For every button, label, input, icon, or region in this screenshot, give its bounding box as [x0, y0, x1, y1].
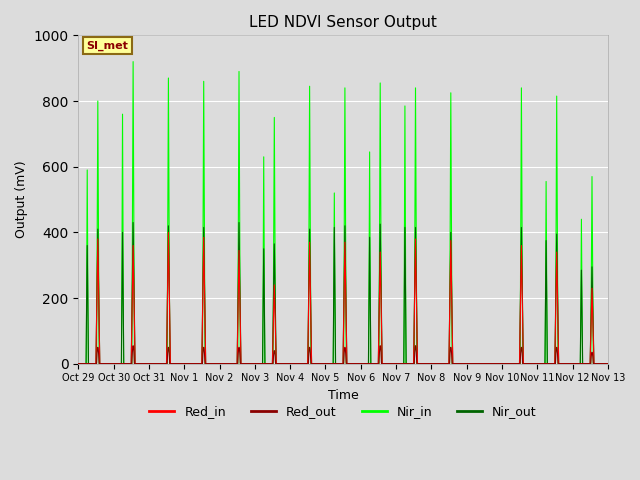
Title: LED NDVI Sensor Output: LED NDVI Sensor Output — [249, 15, 437, 30]
X-axis label: Time: Time — [328, 389, 358, 402]
Y-axis label: Output (mV): Output (mV) — [15, 161, 28, 239]
Text: SI_met: SI_met — [86, 40, 128, 51]
Legend: Red_in, Red_out, Nir_in, Nir_out: Red_in, Red_out, Nir_in, Nir_out — [145, 400, 542, 423]
